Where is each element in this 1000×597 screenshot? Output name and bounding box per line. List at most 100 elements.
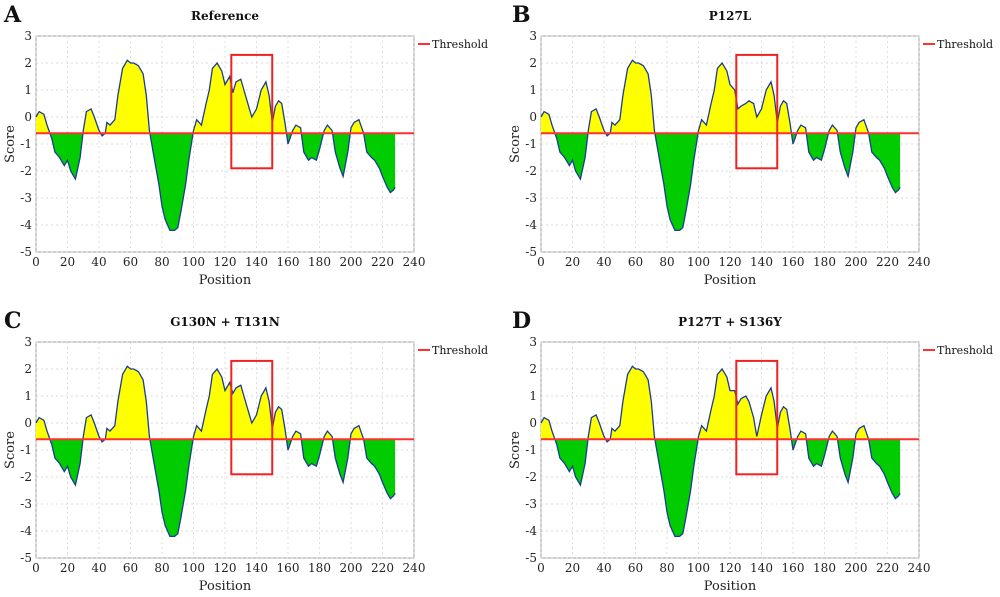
legend-label: Threshold [937,38,993,51]
x-tick-label: 60 [123,561,138,575]
area-above-threshold [36,60,364,134]
y-tick-label: -1 [525,443,537,457]
y-axis-label: Score [508,125,523,163]
y-tick-label: -3 [20,191,32,205]
y-axis-label: Score [3,125,18,163]
highlight-box [735,359,779,476]
area-below-threshold [554,439,901,537]
x-tick-label: 220 [371,255,394,269]
panel-letter: D [512,308,531,334]
x-tick-label: 40 [91,561,106,575]
x-tick-label: 100 [687,561,710,575]
y-tick-label: -2 [20,470,32,484]
x-tick-label: 200 [340,561,363,575]
x-tick-label: 80 [659,561,674,575]
legend-label: Threshold [937,344,993,357]
x-tick-label: 140 [750,255,773,269]
area-above-threshold [36,366,364,440]
x-axis-label: Position [199,579,252,594]
area-above-threshold [541,366,869,440]
x-tick-label: 140 [245,561,268,575]
x-tick-label: 240 [403,255,426,269]
x-tick-label: 220 [876,255,899,269]
y-tick-label: -2 [525,164,537,178]
y-tick-label: 3 [24,335,32,349]
x-tick-label: 140 [245,255,268,269]
x-tick-label: 200 [845,561,868,575]
x-axis-label: Position [704,579,757,594]
x-tick-label: 180 [308,255,331,269]
y-tick-label: -5 [20,245,32,259]
x-tick-label: 60 [628,255,643,269]
x-tick-label: 80 [659,255,674,269]
highlight-box [735,53,779,170]
y-tick-label: -1 [525,137,537,151]
x-tick-label: 80 [154,561,169,575]
x-tick-label: 200 [340,255,363,269]
x-tick-label: 160 [277,561,300,575]
y-tick-label: 2 [529,362,537,376]
y-axis-label: Score [508,431,523,469]
panel-letter: B [512,2,531,28]
area-below-threshold [36,133,396,231]
x-tick-label: 80 [154,255,169,269]
chart-title: G130N + T131N [170,315,280,329]
panel-letter: C [4,308,22,334]
x-tick-label: 120 [719,255,742,269]
y-tick-label: -4 [20,524,32,538]
x-tick-label: 120 [214,561,237,575]
x-tick-label: 60 [628,561,643,575]
x-tick-label: 160 [782,255,805,269]
panel-letter: A [3,2,22,28]
y-tick-label: -2 [20,164,32,178]
area-below-threshold [49,439,396,537]
y-tick-label: 1 [529,389,537,403]
score-line [35,365,396,538]
x-tick-label: 140 [750,561,773,575]
x-tick-label: 0 [32,255,40,269]
score-line [35,59,396,232]
y-tick-label: -5 [20,551,32,565]
y-tick-label: -5 [525,245,537,259]
y-tick-label: 0 [24,416,32,430]
y-tick-label: 0 [529,416,537,430]
x-tick-label: 0 [32,561,40,575]
x-tick-label: 120 [719,561,742,575]
x-tick-label: 120 [214,255,237,269]
x-tick-label: 240 [908,561,931,575]
x-tick-label: 100 [182,255,205,269]
x-tick-label: 20 [565,255,580,269]
y-axis-label: Score [3,431,18,469]
highlight-box [230,359,274,476]
x-tick-label: 20 [60,255,75,269]
legend-label: Threshold [432,344,488,357]
x-tick-label: 100 [687,255,710,269]
y-tick-label: -4 [525,524,537,538]
y-tick-label: 3 [24,29,32,43]
y-tick-label: 3 [529,29,537,43]
x-tick-label: 220 [371,561,394,575]
y-tick-label: 2 [24,362,32,376]
legend-label: Threshold [432,38,488,51]
y-tick-label: 3 [529,335,537,349]
x-axis-label: Position [704,273,757,288]
chart-title: P127T + S136Y [678,315,782,329]
x-axis-label: Position [199,273,252,288]
x-tick-label: 180 [308,561,331,575]
x-tick-label: 20 [60,561,75,575]
y-tick-label: -4 [525,218,537,232]
y-tick-label: 1 [24,389,32,403]
y-tick-label: 0 [529,110,537,124]
y-tick-label: -4 [20,218,32,232]
x-tick-label: 60 [123,255,138,269]
score-line [540,59,901,232]
x-tick-label: 180 [813,255,836,269]
x-tick-label: 0 [537,255,545,269]
x-tick-label: 160 [782,561,805,575]
y-tick-label: -1 [20,443,32,457]
